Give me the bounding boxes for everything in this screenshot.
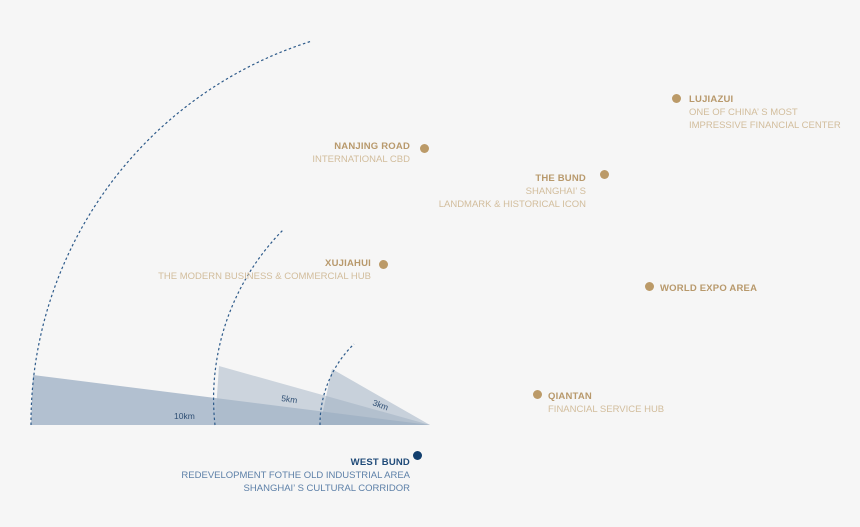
lujiazui-title: LUJIAZUI [689,94,734,105]
qiantan-line-1: FINANCIAL SERVICE HUB [548,404,665,415]
marker-xujiahui[interactable] [379,260,388,269]
marker-the-bund[interactable] [600,170,609,179]
lujiazui-line-1: ONE OF CHINA’ S MOST [689,107,798,118]
label-xujiahui: XUJIAHUI THE MODERN BUSINESS & COMMERCIA… [158,257,371,283]
lujiazui-line-2: IMPRESSIVE FINANCIAL CENTER [689,120,841,131]
west-bund-line-2: SHANGHAI’ S CULTURAL CORRIDOR [243,483,410,494]
label-lujiazui: LUJIAZUI ONE OF CHINA’ S MOST IMPRESSIVE… [689,93,841,132]
west-bund-title: WEST BUND [350,457,410,468]
qiantan-title: QIANTAN [548,391,592,402]
the-bund-title: THE BUND [535,173,586,184]
nanjing-road-line-1: INTERNATIONAL CBD [312,154,410,165]
label-the-bund: THE BUND SHANGHAI’ S LANDMARK & HISTORIC… [439,172,586,211]
arc-5km [212,229,284,426]
label-nanjing-road: NANJING ROAD INTERNATIONAL CBD [312,140,410,166]
xujiahui-title: XUJIAHUI [325,258,371,269]
nanjing-road-title: NANJING ROAD [334,141,410,152]
marker-nanjing-road[interactable] [420,144,429,153]
label-west-bund: WEST BUND REDEVELOPMENT FOTHE OLD INDUST… [181,456,410,495]
arc-3km [319,343,355,426]
ring-label-5km: 5km [281,393,298,405]
xujiahui-line-1: THE MODERN BUSINESS & COMMERCIAL HUB [158,271,371,282]
the-bund-line-1: SHANGHAI’ S [525,186,586,197]
marker-west-bund[interactable] [413,451,422,460]
marker-qiantan[interactable] [533,390,542,399]
label-world-expo: WORLD EXPO AREA [660,282,757,295]
the-bund-line-2: LANDMARK & HISTORICAL ICON [438,199,586,210]
west-bund-line-1: REDEVELOPMENT FOTHE OLD INDUSTRIAL AREA [181,470,410,481]
marker-world-expo[interactable] [645,282,654,291]
arc-10km [30,40,313,426]
marker-lujiazui[interactable] [672,94,681,103]
wedge-3km [320,369,430,425]
label-qiantan: QIANTAN FINANCIAL SERVICE HUB [548,390,664,416]
world-expo-title: WORLD EXPO AREA [660,283,758,294]
ring-label-10km: 10km [174,411,195,421]
